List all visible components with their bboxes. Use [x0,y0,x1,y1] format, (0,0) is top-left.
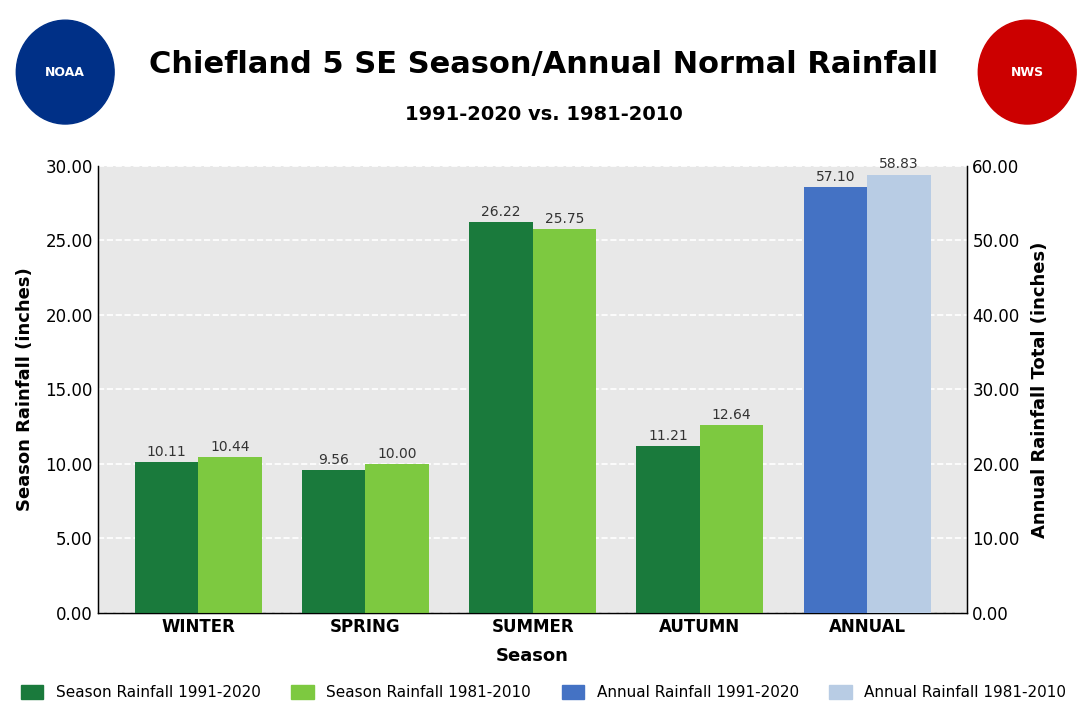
Bar [533,229,596,613]
Bar [198,457,262,613]
Text: 58.83: 58.83 [879,157,919,171]
Text: 12.64: 12.64 [712,407,751,422]
Y-axis label: Season Rainfall (inches): Season Rainfall (inches) [16,267,35,511]
Text: 57.10: 57.10 [815,169,855,184]
Text: 11.21: 11.21 [648,429,688,443]
Circle shape [978,20,1076,124]
Text: 10.00: 10.00 [377,447,417,461]
Legend: Season Rainfall 1991-2020, Season Rainfall 1981-2010, Annual Rainfall 1991-2020,: Season Rainfall 1991-2020, Season Rainfa… [14,679,1073,706]
Text: Chiefland 5 SE Season/Annual Normal Rainfall: Chiefland 5 SE Season/Annual Normal Rain… [149,50,938,79]
Bar [470,222,533,613]
Circle shape [16,20,114,124]
Bar [365,464,429,613]
Bar [803,187,867,613]
Y-axis label: Annual Rainfall Total (inches): Annual Rainfall Total (inches) [1030,241,1049,538]
Bar [636,446,700,613]
Text: 10.11: 10.11 [147,446,186,459]
Text: 25.75: 25.75 [545,212,584,226]
Text: 10.44: 10.44 [210,441,250,454]
Bar [302,470,365,613]
X-axis label: Season: Season [496,647,570,665]
Text: 26.22: 26.22 [482,205,521,219]
Bar [700,425,763,613]
Text: 1991-2020 vs. 1981-2010: 1991-2020 vs. 1981-2010 [404,105,683,123]
Text: NOAA: NOAA [46,66,85,79]
Bar [135,462,198,613]
Text: NWS: NWS [1011,66,1044,79]
Bar [867,174,930,613]
Text: 9.56: 9.56 [318,454,349,467]
